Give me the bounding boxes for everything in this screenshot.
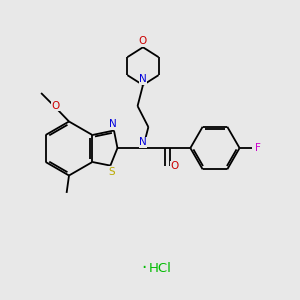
Text: S: S (108, 167, 115, 177)
Text: N: N (109, 119, 117, 130)
Text: O: O (170, 161, 178, 171)
Text: F: F (255, 143, 260, 153)
Text: N: N (139, 74, 147, 84)
Text: HCl: HCl (149, 262, 172, 275)
Text: O: O (139, 36, 147, 46)
Text: ·: · (141, 260, 147, 278)
Text: O: O (51, 100, 60, 111)
Text: N: N (139, 137, 147, 147)
